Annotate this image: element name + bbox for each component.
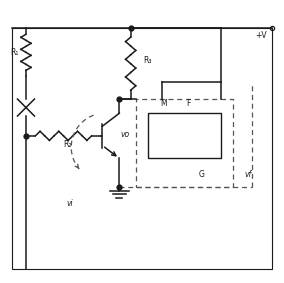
Text: F: F — [187, 99, 191, 108]
Bar — [136, 99, 233, 187]
Text: vo: vo — [120, 130, 129, 139]
Text: R₁: R₁ — [11, 48, 19, 57]
Text: vf: vf — [245, 170, 252, 179]
Text: R₃: R₃ — [143, 56, 152, 65]
Bar — [148, 113, 221, 158]
Bar — [12, 28, 272, 269]
Text: R₂: R₂ — [63, 140, 71, 149]
Text: vi: vi — [66, 199, 73, 208]
Text: G: G — [199, 170, 204, 179]
Text: M: M — [160, 99, 166, 108]
Text: +V: +V — [255, 31, 267, 40]
